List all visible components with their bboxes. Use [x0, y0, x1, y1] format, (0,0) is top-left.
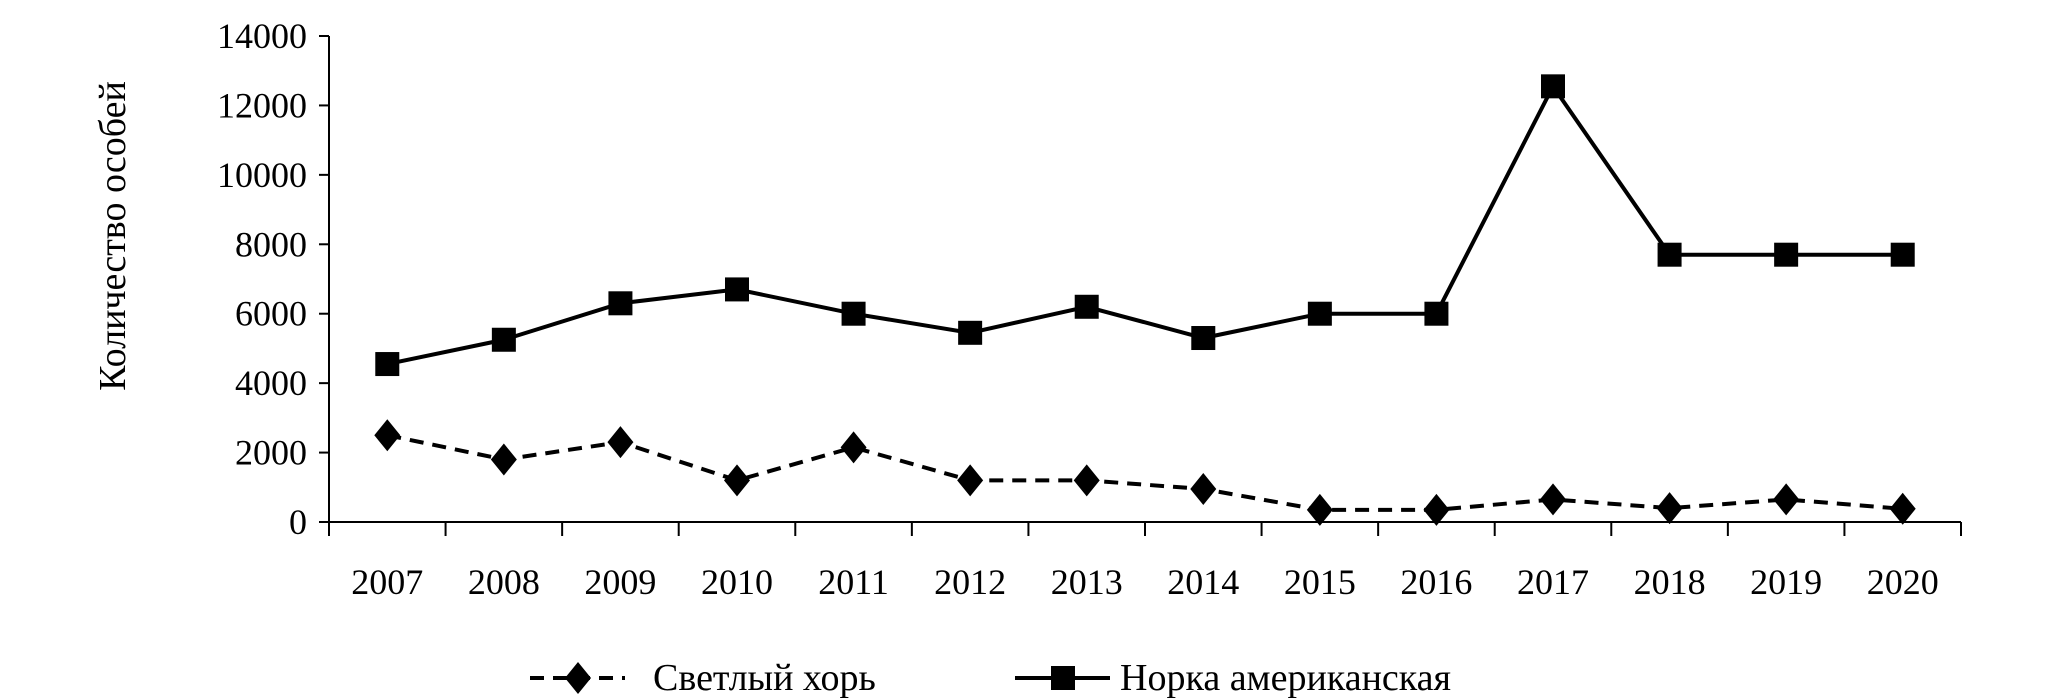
data-point-diamond: [724, 464, 750, 497]
data-point-square: [1657, 242, 1682, 267]
x-tick-label: 2018: [1634, 562, 1706, 602]
x-tick-label: 2014: [1167, 562, 1239, 602]
legend-item-svetly-khor: Светлый хорь: [530, 657, 876, 699]
data-point-diamond: [1889, 492, 1916, 525]
x-tick-label: 2008: [468, 562, 540, 602]
x-tick-label: 2009: [584, 562, 656, 602]
x-tick-label: 2013: [1051, 562, 1123, 602]
y-tick-label: 6000: [235, 294, 307, 334]
series-norka-amerikanskaya: [375, 74, 1915, 377]
data-point-diamond: [490, 443, 517, 476]
x-tick-label: 2015: [1284, 562, 1356, 602]
y-tick-label: 8000: [235, 224, 307, 264]
x-tick-label: 2020: [1867, 562, 1939, 602]
data-point-square: [841, 301, 866, 326]
data-point-square: [375, 352, 400, 377]
legend-label: Норка американская: [1120, 657, 1451, 699]
data-point-square: [1191, 326, 1216, 351]
x-tick-label: 2011: [818, 562, 889, 602]
legend-diamond-marker: [565, 662, 591, 694]
series-line: [386, 433, 1903, 512]
data-point-square: [1890, 242, 1915, 267]
series-layer: [374, 74, 1916, 526]
x-tick-label: 2012: [934, 562, 1006, 602]
data-point-square: [1424, 301, 1449, 326]
data-point-diamond: [1423, 493, 1450, 526]
x-tick-label: 2019: [1750, 562, 1822, 602]
data-point-square: [1774, 242, 1799, 267]
y-axis: 0 2000 4000 6000 8000 10000 12000 14000: [217, 16, 330, 542]
data-point-square: [1541, 74, 1565, 99]
y-tick-label: 12000: [217, 85, 307, 125]
data-point-square: [725, 277, 749, 302]
y-axis-label: Количество особей: [92, 81, 134, 391]
data-point-square: [491, 327, 516, 352]
x-tick-label: 2010: [701, 562, 773, 602]
data-point-diamond: [1540, 483, 1566, 516]
data-point-square: [608, 291, 633, 316]
y-tick-label: 2000: [235, 433, 307, 473]
legend-item-norka: Норка американская: [1015, 657, 1451, 699]
data-point-square: [1074, 294, 1099, 319]
data-point-diamond: [840, 431, 867, 464]
data-point-diamond: [607, 426, 634, 459]
legend-label: Светлый хорь: [653, 657, 876, 699]
data-point-diamond: [374, 419, 401, 452]
data-point-diamond: [1073, 464, 1100, 497]
data-point-square: [958, 320, 983, 345]
x-tick-label: 2017: [1517, 562, 1589, 602]
data-point-diamond: [1306, 493, 1333, 526]
legend: Светлый хорь Норка американская: [530, 657, 1451, 699]
data-point-diamond: [1190, 473, 1217, 506]
y-tick-label: 0: [289, 502, 307, 542]
x-tick-label: 2007: [351, 562, 423, 602]
data-point-square: [1307, 301, 1332, 326]
y-tick-label: 4000: [235, 363, 307, 403]
series-line: [386, 82, 1903, 367]
data-point-diamond: [957, 464, 984, 497]
x-tick-label: 2016: [1400, 562, 1472, 602]
y-tick-label: 14000: [217, 16, 307, 56]
y-tick-label: 10000: [217, 155, 307, 195]
data-point-diamond: [1773, 483, 1800, 516]
series-svetly-khor: [374, 419, 1916, 526]
data-point-diamond: [1656, 492, 1683, 525]
legend-square-marker: [1051, 666, 1075, 690]
x-axis: 2007 2008 2009 2010 2011 2012 2013 2014 2015 2016…: [319, 521, 1962, 602]
